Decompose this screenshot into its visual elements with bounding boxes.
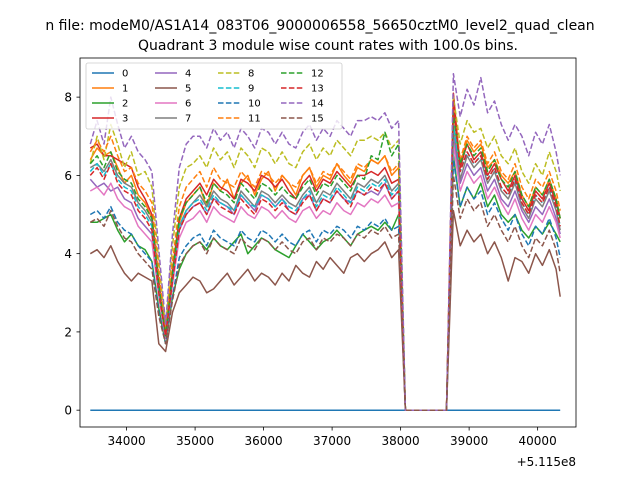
x-tick-label: 40000 [519, 434, 557, 448]
series-line-8 [89, 96, 561, 411]
chart-title: Quadrant 3 module wise count rates with … [138, 38, 518, 54]
y-tick-label: 2 [64, 325, 72, 339]
legend-label-1: 1 [122, 84, 128, 95]
y-tick-label: 0 [64, 404, 72, 418]
legend-label-10: 10 [248, 99, 261, 110]
x-tick-label: 39000 [450, 434, 488, 448]
legend-box [85, 62, 343, 130]
series-line-15 [89, 174, 561, 411]
figure-suptitle: n file: modeM0/AS1A14_083T06_9000006558_… [45, 18, 594, 34]
x-tick-label: 34000 [107, 434, 145, 448]
x-tick-label: 36000 [245, 434, 283, 448]
y-tick-label: 8 [64, 91, 72, 105]
x-tick-label: 35000 [176, 434, 214, 448]
legend-label-3: 3 [122, 114, 128, 125]
legend-label-5: 5 [185, 84, 191, 95]
legend-label-15: 15 [311, 114, 324, 125]
series-line-13 [89, 100, 561, 411]
legend-label-14: 14 [311, 99, 324, 110]
x-axis-offset-label: +5.115e8 [517, 455, 576, 469]
legend-label-9: 9 [248, 84, 254, 95]
series-line-14 [89, 72, 561, 411]
y-tick-label: 4 [64, 247, 72, 261]
x-tick-label: 38000 [382, 434, 420, 448]
legend-label-12: 12 [311, 69, 324, 80]
axes-frame [79, 57, 577, 428]
legend-label-4: 4 [185, 69, 191, 80]
legend-label-8: 8 [248, 69, 254, 80]
plot-area: 34000 35000 36000 37000 38000 39000 40000 0 2 4 6 8… [64, 57, 577, 448]
legend-label-11: 11 [248, 114, 261, 125]
series-line-11 [89, 104, 561, 411]
legend-label-6: 6 [185, 99, 191, 110]
legend-label-0: 0 [122, 69, 128, 80]
legend-label-7: 7 [185, 114, 191, 125]
series-line-5 [89, 209, 561, 411]
legend-label-2: 2 [122, 99, 128, 110]
series-group [89, 72, 561, 411]
x-tick-label: 37000 [313, 434, 351, 448]
legend-label-13: 13 [311, 84, 324, 95]
y-tick-label: 6 [64, 169, 72, 183]
series-line-12 [89, 112, 561, 411]
